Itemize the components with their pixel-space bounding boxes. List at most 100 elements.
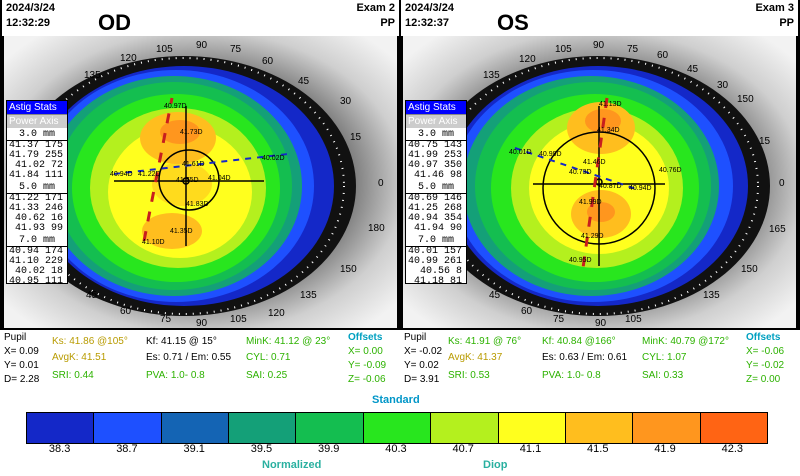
kf-value: Kf: 40.84 @166° — [542, 336, 616, 347]
svg-text:0: 0 — [779, 178, 785, 189]
svg-text:90: 90 — [196, 318, 208, 328]
svg-text:30: 30 — [340, 96, 352, 107]
svg-text:180: 180 — [368, 223, 385, 234]
stats-od: Pupil X= 0.09 Y= 0.01 D= 2.28 Ks: 41.86 … — [0, 330, 400, 390]
offsets-label: Offsets — [746, 332, 781, 343]
scale-tick-label: 38.3 — [48, 443, 71, 455]
normalized-label[interactable]: Normalized — [262, 459, 322, 471]
svg-text:41.61D: 41.61D — [182, 161, 205, 168]
pupil-d: D= 3.91 — [404, 374, 440, 385]
mink-value: MinK: 41.12 @ 23° — [246, 336, 331, 347]
panel-od: 2024/3/24 12:32:29 OD Exam 2 PP — [2, 0, 399, 330]
exam-date: 2024/3/24 — [405, 2, 454, 14]
svg-text:45: 45 — [298, 76, 310, 87]
pupil-d: D= 2.28 — [4, 374, 40, 385]
scale-tick-label: 40.7 — [452, 443, 474, 455]
exam-date: 2024/3/24 — [6, 2, 55, 14]
pupil-y: Y= 0.01 — [4, 360, 39, 371]
es-em-value: Es: 0.71 / Em: 0.55 — [146, 352, 232, 363]
tab-astig-stats[interactable]: Astig Stats — [406, 101, 466, 114]
svg-text:40.94D: 40.94D — [110, 171, 133, 178]
pupil-y: Y= 0.02 — [404, 360, 439, 371]
svg-text:40.73D: 40.73D — [569, 169, 592, 176]
svg-text:45: 45 — [86, 290, 98, 301]
scale-swatch — [565, 413, 634, 443]
scale-swatch — [161, 413, 230, 443]
scale-swatch — [633, 413, 701, 443]
topography-map-od[interactable]: 90 75 105 60 120 45 135 30 15 0 180 150 … — [4, 36, 397, 328]
svg-text:75: 75 — [230, 44, 242, 55]
scale-swatch — [700, 413, 767, 443]
svg-text:135: 135 — [84, 70, 101, 81]
exam-number[interactable]: Exam 2 — [356, 2, 395, 14]
sai-value: SAI: 0.33 — [642, 370, 684, 381]
svg-text:41.04D: 41.04D — [208, 175, 231, 182]
sri-value: SRI: 0.44 — [52, 370, 94, 381]
svg-text:135: 135 — [300, 290, 317, 301]
svg-text:41.29D: 41.29D — [581, 233, 604, 240]
svg-text:40.94D: 40.94D — [629, 185, 652, 192]
scale-swatch — [94, 413, 162, 443]
svg-text:40.99D: 40.99D — [539, 151, 562, 158]
scale-swatch — [363, 413, 432, 443]
scale-swatch — [431, 413, 499, 443]
pva-value: PVA: 1.0- 0.8 — [146, 370, 205, 381]
pupil-label: Pupil — [4, 332, 27, 343]
tab-power-axis[interactable]: Power Axis — [7, 114, 67, 128]
keratometry-values: 41.13D 41.34D 40.01D 40.99D 41.46D 40.73… — [509, 101, 682, 264]
exam-time: 12:32:29 — [6, 17, 51, 29]
svg-text:40.97D: 40.97D — [164, 103, 187, 110]
svg-text:41.22D: 41.22D — [138, 171, 161, 178]
svg-text:120: 120 — [120, 53, 137, 64]
svg-text:40.76D: 40.76D — [659, 167, 682, 174]
tab-power-axis[interactable]: Power Axis — [406, 114, 466, 128]
avgk-value: AvgK: 41.51 — [52, 352, 107, 363]
svg-text:41.13D: 41.13D — [599, 101, 622, 108]
svg-text:120: 120 — [268, 308, 285, 319]
scale-tick-label: 40.3 — [385, 443, 407, 455]
svg-text:135: 135 — [703, 290, 720, 301]
pupil-circles — [113, 97, 289, 246]
scale-tick-label: 41.1 — [519, 443, 542, 455]
exam-mode: PP — [380, 17, 395, 29]
exam-number[interactable]: Exam 3 — [755, 2, 794, 14]
svg-text:90: 90 — [593, 40, 605, 51]
scale-type-label[interactable]: Standard — [372, 394, 420, 406]
offsets-label: Offsets — [348, 332, 383, 343]
avgk-value: AvgK: 41.37 — [448, 352, 503, 363]
scale-swatch — [27, 413, 95, 443]
svg-text:60: 60 — [120, 306, 132, 317]
tab-astig-stats[interactable]: Astig Stats — [7, 101, 67, 114]
offset-y: Y= -0.09 — [348, 360, 387, 371]
mink-value: MinK: 40.79 @172° — [642, 336, 729, 347]
scale-swatch — [296, 413, 364, 443]
angle-labels: 90 75 105 60 120 45 135 30 150 15 0 165 … — [483, 40, 786, 328]
astig-stats-panel: Astig Stats Power Axis 3.0 mm 41.37 175 … — [6, 100, 68, 287]
astig-stats-panel: Astig Stats Power Axis 3.0 mm 40.75 143 … — [405, 100, 467, 287]
cyl-value: CYL: 1.07 — [642, 352, 687, 363]
color-map — [448, 66, 748, 306]
svg-text:40.95D: 40.95D — [569, 257, 592, 264]
panel-header: 2024/3/24 12:32:37 OS Exam 3 PP — [401, 0, 798, 36]
scale-tick-label: 39.9 — [317, 443, 340, 455]
svg-text:41.83D: 41.83D — [186, 201, 209, 208]
scale-tick-label: 41.9 — [654, 443, 676, 455]
es-em-value: Es: 0.63 / Em: 0.61 — [542, 352, 628, 363]
pva-value: PVA: 1.0- 0.8 — [542, 370, 601, 381]
svg-text:75: 75 — [627, 44, 639, 55]
svg-text:45: 45 — [687, 64, 699, 75]
svg-text:165: 165 — [769, 224, 786, 235]
svg-text:41.46D: 41.46D — [583, 159, 606, 166]
diop-label[interactable]: Diop — [483, 459, 508, 471]
svg-text:105: 105 — [625, 314, 642, 325]
angle-labels: 90 75 105 60 120 45 135 30 15 0 180 150 … — [84, 40, 385, 328]
scale-swatch — [229, 413, 297, 443]
panel-os: 2024/3/24 12:32:37 OS Exam 3 PP — [401, 0, 798, 330]
scale-tick-label: 39.5 — [250, 443, 273, 455]
exam-mode: PP — [779, 17, 794, 29]
topography-map-os[interactable]: 90 75 105 60 120 45 135 30 150 15 0 165 … — [403, 36, 796, 328]
svg-text:75: 75 — [160, 314, 172, 325]
svg-text:40.87D: 40.87D — [599, 183, 622, 190]
svg-text:90: 90 — [595, 318, 607, 328]
offset-x: X= -0.06 — [746, 346, 785, 357]
